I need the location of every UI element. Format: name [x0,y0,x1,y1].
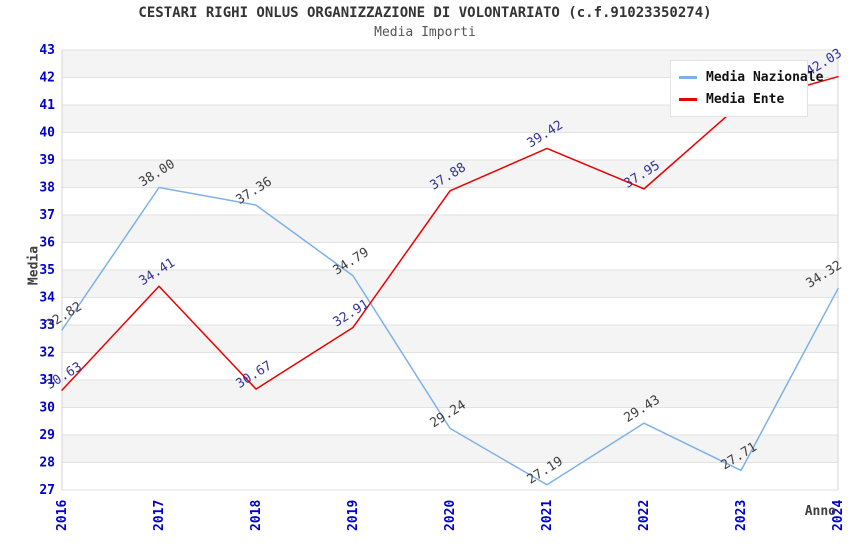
svg-text:30: 30 [39,401,55,416]
svg-text:2023: 2023 [734,500,749,531]
chart-subtitle: Media Importi [374,25,476,40]
svg-text:2021: 2021 [540,500,555,531]
svg-text:27: 27 [39,483,55,498]
svg-text:2022: 2022 [637,500,652,531]
legend-line-swatch-blue [679,75,697,79]
svg-text:2019: 2019 [346,500,361,531]
y-axis-title: Media [26,245,42,286]
svg-text:34: 34 [39,291,55,306]
svg-text:40: 40 [39,126,55,141]
svg-text:36: 36 [39,236,55,251]
svg-text:31: 31 [39,373,55,388]
svg-text:2024: 2024 [831,500,846,531]
svg-text:37: 37 [39,208,55,223]
legend-line-swatch-red [679,97,697,101]
legend-item-label: Media Nazionale [706,69,824,85]
legend-item-media-nazionale[interactable]: Media Nazionale [679,66,823,88]
svg-text:2017: 2017 [152,500,167,531]
x-axis-title: Anno [804,504,836,519]
svg-text:2016: 2016 [55,500,70,531]
svg-text:29: 29 [39,428,55,443]
series-lines [61,75,839,486]
legend: Media Nazionale Media Ente [670,60,823,117]
legend-item-label: Media Ente [706,91,785,107]
chart-title: CESTARI RIGHI ONLUS ORGANIZZAZIONE DI VO… [138,5,712,21]
plot-bands [62,50,838,490]
svg-text:28: 28 [39,456,55,471]
y-axis-ticks: 43 42 41 40 39 38 37 36 35 34 33 32 31 30 29 28 27 [39,43,55,498]
svg-text:38: 38 [39,181,55,196]
svg-text:2018: 2018 [249,500,264,531]
svg-text:2020: 2020 [443,500,458,531]
svg-text:32: 32 [39,346,55,361]
gridlines [62,49,838,491]
svg-text:41: 41 [39,98,55,113]
x-axis-ticks: 2016 2017 2018 2019 2020 2021 2022 2023 2024 [55,500,846,531]
svg-text:33: 33 [39,318,55,333]
plot-borders [61,50,839,490]
svg-text:42: 42 [39,71,55,86]
svg-text:39: 39 [39,153,55,168]
legend-item-media-ente[interactable]: Media Ente [679,88,799,110]
svg-text:35: 35 [39,263,55,278]
svg-text:43: 43 [39,43,55,58]
